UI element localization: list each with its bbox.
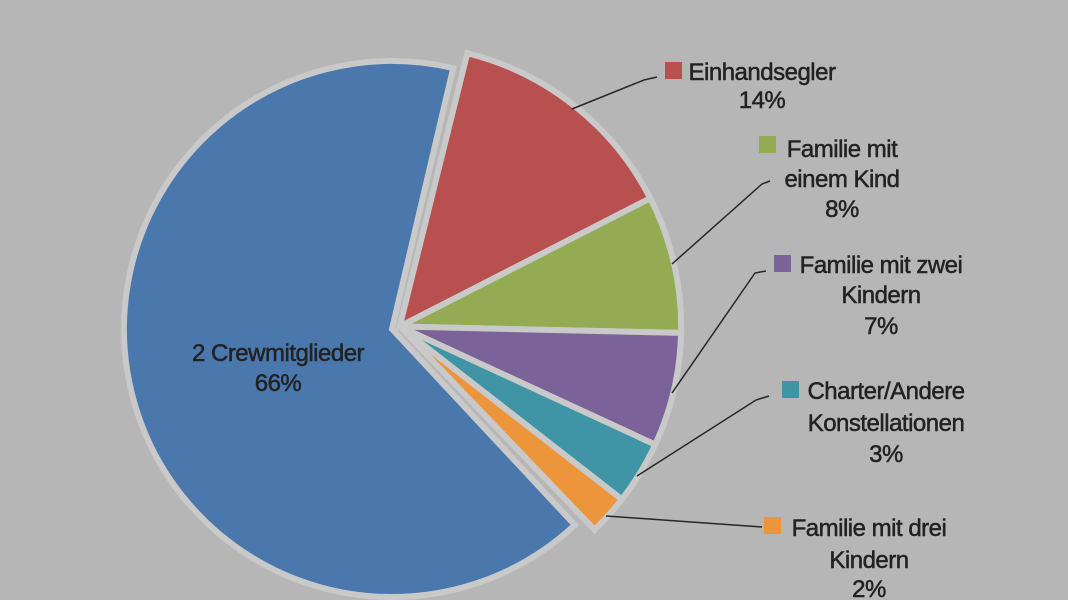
svg-text:Charter/Andere: Charter/Andere: [807, 378, 964, 405]
svg-text:66%: 66%: [255, 370, 302, 397]
svg-text:Kindern: Kindern: [829, 547, 908, 574]
svg-text:8%: 8%: [825, 196, 859, 223]
svg-text:einem Kind: einem Kind: [784, 166, 899, 193]
svg-text:2 Crewmitglieder: 2 Crewmitglieder: [192, 340, 365, 367]
svg-text:Familie mit: Familie mit: [787, 136, 898, 163]
svg-text:7%: 7%: [864, 313, 898, 340]
svg-text:Kindern: Kindern: [841, 282, 920, 309]
svg-text:3%: 3%: [869, 441, 903, 468]
svg-text:Familie mit zwei: Familie mit zwei: [800, 252, 963, 279]
svg-text:Familie mit drei: Familie mit drei: [792, 515, 947, 542]
svg-text:Konstellationen: Konstellationen: [808, 410, 965, 437]
svg-text:14%: 14%: [739, 87, 786, 114]
svg-text:2%: 2%: [852, 576, 886, 600]
svg-text:Einhandsegler: Einhandsegler: [689, 59, 836, 86]
